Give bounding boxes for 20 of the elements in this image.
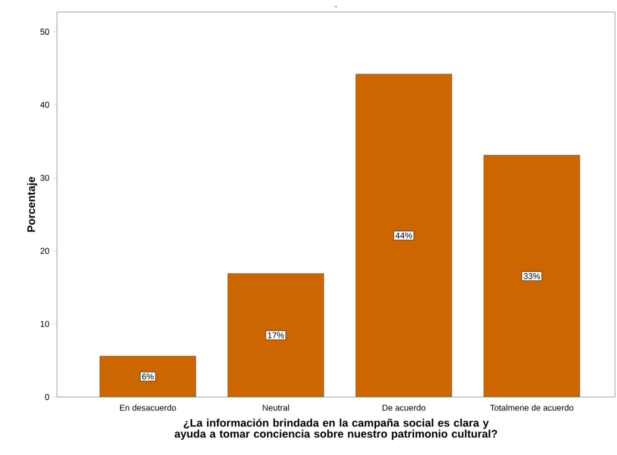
y-tick-label: 10 (40, 320, 50, 327)
bar (228, 274, 324, 397)
bar (484, 154, 580, 397)
y-tick-label: 20 (40, 248, 50, 254)
data-label: 6% (142, 374, 154, 380)
x-axis-title: ¿La información brindada en la campaña social es clara y ayuda a tomar conciencia sobre nuestro patrimonio cultural? (174, 418, 498, 440)
data-label: 33% (524, 273, 540, 280)
y-tick-label: 30 (40, 174, 50, 181)
data-label: 44% (396, 232, 412, 239)
x-tick-label: De acuerdo (382, 404, 426, 411)
y-tick-label: 0 (45, 394, 50, 400)
x-tick-label: Neutral (262, 404, 289, 411)
y-tick-label: 40 (40, 102, 50, 108)
x-tick-label: Totalmene de acuerdo (490, 404, 574, 411)
bar (100, 356, 196, 397)
bar (356, 74, 452, 397)
x-tick-label: En desacuerdo (120, 404, 176, 411)
y-tick-label: 50 (40, 28, 50, 35)
y-axis-title: Porcentaje (27, 176, 38, 232)
data-label: 17% (268, 332, 284, 338)
